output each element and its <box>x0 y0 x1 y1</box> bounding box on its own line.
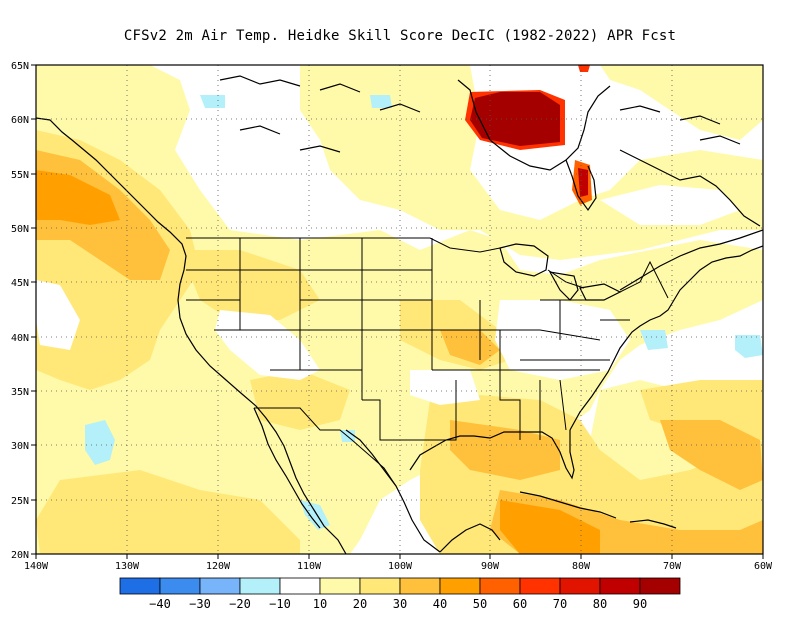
colorbar-swatch <box>519 577 561 595</box>
colorbar-label: −40 <box>149 597 171 611</box>
colorbar-label: −10 <box>269 597 291 611</box>
lat-label: 60N <box>11 115 29 126</box>
colorbar-swatch <box>119 577 161 595</box>
colorbar-swatch <box>279 577 321 595</box>
lon-label: 80W <box>572 561 591 572</box>
lat-label: 45N <box>11 278 29 289</box>
lat-label: 30N <box>11 441 29 452</box>
lat-label: 55N <box>11 170 29 181</box>
gridlines <box>36 65 763 554</box>
great-lakes <box>499 243 622 301</box>
colorbar-label: 80 <box>593 597 607 611</box>
colorbar-label: 50 <box>473 597 487 611</box>
east-coast <box>569 245 763 431</box>
shading-80-90-hudson <box>470 92 560 146</box>
shading-white-pacific <box>36 280 80 350</box>
colorbar-swatch <box>439 577 481 595</box>
lon-label: 140W <box>24 561 49 572</box>
colorbar-swatch <box>479 577 521 595</box>
longitude-labels: 140W 130W 120W 110W 100W 90W 80W 70W 60W <box>24 561 773 572</box>
shading-white-quebec <box>600 185 740 225</box>
shading-20-30-west <box>180 250 320 320</box>
us-mexico-border <box>254 407 397 487</box>
gulf-coast-us <box>409 430 575 480</box>
shading-30-40-atlantic-east <box>660 420 763 490</box>
colorbar-label: 70 <box>553 597 567 611</box>
lon-label: 120W <box>206 561 231 572</box>
west-coast <box>36 117 347 554</box>
shading-80-90-james-bay <box>578 168 588 197</box>
colorbar-label: −20 <box>229 597 251 611</box>
james-bay <box>565 159 597 212</box>
lat-label: 20N <box>11 550 29 561</box>
shading-neg-canada <box>370 95 392 108</box>
colorbar-label: 90 <box>633 597 647 611</box>
colorbar <box>119 577 681 595</box>
arctic-islands <box>219 75 741 153</box>
shading-40-50-pacific-nw <box>36 170 120 225</box>
shading-white-plains <box>410 370 480 405</box>
yucatan <box>439 523 501 553</box>
colorbar-swatch <box>239 577 281 595</box>
tick-marks <box>31 64 764 559</box>
colorbar-label: −30 <box>189 597 211 611</box>
shading-20-30-mexico <box>36 470 300 554</box>
colorbar-swatch <box>639 577 681 595</box>
lon-label: 70W <box>663 561 682 572</box>
colorbar-label: 10 <box>313 597 327 611</box>
colorbar-swatch <box>359 577 401 595</box>
colorbar-swatch <box>399 577 441 595</box>
shading-40-50-gulf <box>500 500 600 554</box>
lon-label: 100W <box>388 561 413 572</box>
shading-top-edge <box>578 65 590 72</box>
hudson-bay <box>457 79 611 171</box>
shading-10-20-northeast <box>600 65 763 140</box>
map-title: CFSv2 2m Air Temp. Heidke Skill Score De… <box>123 28 677 44</box>
hispaniola <box>629 519 677 529</box>
shading-neg-nova-scotia <box>640 330 668 350</box>
shading-neg-alaska-edge <box>200 95 225 108</box>
lat-label: 50N <box>11 224 29 235</box>
lon-label: 110W <box>297 561 322 572</box>
lat-label: 25N <box>11 496 29 507</box>
lat-label: 40N <box>11 333 29 344</box>
colorbar-swatch <box>559 577 601 595</box>
lat-label: 35N <box>11 387 29 398</box>
labrador <box>619 149 761 227</box>
shading-neg-pacific <box>85 420 115 465</box>
cuba <box>519 491 617 519</box>
shading-white-canada <box>210 110 330 180</box>
colorbar-swatch <box>599 577 641 595</box>
colorbar-swatch <box>199 577 241 595</box>
colorbar-label: 40 <box>433 597 447 611</box>
baja <box>253 407 321 529</box>
colorbar-labels: −40 −30 −20 −10 10 20 30 40 50 60 70 80 90 <box>149 597 647 611</box>
lat-label: 65N <box>11 61 29 72</box>
lon-label: 90W <box>481 561 500 572</box>
skill-score-shading <box>36 65 763 554</box>
latitude-labels: 65N 60N 55N 50N 45N 40N 35N 30N 25N 20N <box>11 61 29 561</box>
colorbar-label: 20 <box>353 597 367 611</box>
shading-20-30-southwest <box>250 370 350 430</box>
shading-10-20-north-pacific <box>36 65 763 554</box>
state-lines <box>186 238 630 441</box>
colorbar-swatch <box>319 577 361 595</box>
lon-label: 130W <box>115 561 140 572</box>
shading-neg-atlantic <box>735 335 763 358</box>
colorbar-label: 60 <box>513 597 527 611</box>
shading-30-40-midwest <box>440 330 500 365</box>
lon-label: 60W <box>754 561 773 572</box>
shading-30-40-gulf <box>450 420 560 480</box>
colorbar-label: 30 <box>393 597 407 611</box>
shading-white-southwest <box>215 310 320 380</box>
colorbar-swatch <box>159 577 201 595</box>
